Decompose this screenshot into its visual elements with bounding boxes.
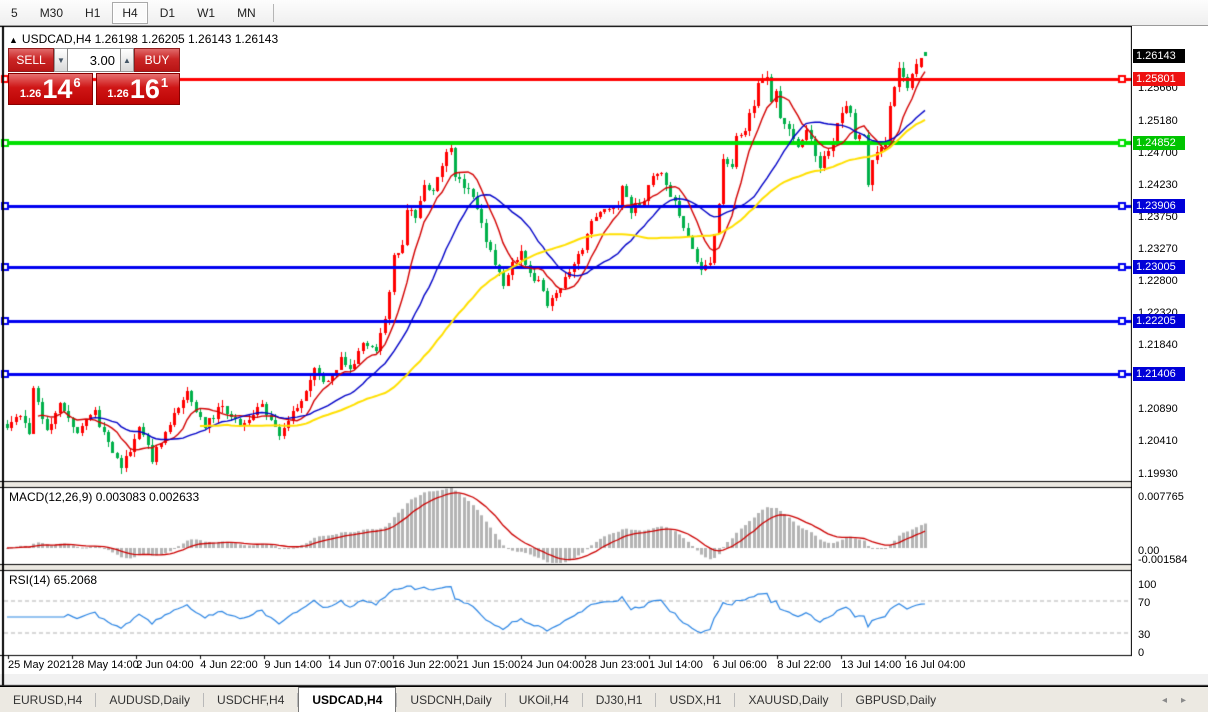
price-axis: 1.25660 1.25180 1.24700 1.24230 1.23750 1.232… [1132,26,1208,674]
timeframe-button-5[interactable]: 5 [11,5,18,20]
price-badge: 1.22205 [1133,313,1185,328]
chart-title: ▲ USDCAD,H4 1.26198 1.26205 1.26143 1.261… [9,32,278,46]
price-badge: 1.23906 [1133,199,1185,214]
tab-separator [841,693,843,707]
timeframe-toolbar: 5 M30 H1 H4 D1 W1 MN [0,0,1208,26]
time-tick-label: 28 May 14:00 [72,659,139,671]
chart-tabs-bar: EURUSD,H4 AUDUSD,Daily USDCHF,H4 USDCAD,H4 U… [0,686,1208,712]
timeframe-button-h4[interactable]: H4 [112,1,148,24]
timeframe-button-h1[interactable]: H1 [85,5,101,20]
price-tick-label: 1.20410 [1138,435,1178,448]
tab-separator [203,693,205,707]
time-tick-label: 24 Jun 04:00 [520,659,585,671]
volume-decrease-button[interactable]: ▼ [54,48,67,72]
tab-separator [504,693,506,707]
timeframe-button-w1[interactable]: W1 [197,5,216,20]
tab-separator [95,693,97,707]
bid-prefix: 1.26 [19,88,42,100]
time-tick-label: 14 Jun 07:00 [328,659,393,671]
buy-button[interactable]: BUY [134,48,180,72]
tab-separator [297,693,299,707]
ask-prefix: 1.26 [107,88,129,100]
timeframe-button-d1[interactable]: D1 [159,5,176,20]
tab-usdcad-h4[interactable]: USDCAD,H4 [298,687,397,712]
timeframe-button-m30[interactable]: M30 [39,5,64,20]
macd-axis-label: 0.007765 [1138,491,1184,503]
one-click-trading-panel: SELL ▼ ▲ BUY 1.26 14 6 1.26 16 1 [8,48,180,105]
price-badge: 1.26143 [1133,49,1185,64]
time-tick-label: 16 Jun 22:00 [392,659,457,671]
ask-big-digits: 16 [129,74,160,104]
rsi-axis-label: 30 [1138,629,1151,641]
volume-increase-button[interactable]: ▲ [121,48,134,72]
timeframe-button-mn[interactable]: MN [237,5,256,20]
time-tick-label: 8 Jul 22:00 [777,659,832,671]
rsi-axis-label: 70 [1138,597,1151,609]
tab-audusd-daily[interactable]: AUDUSD,Daily [109,693,191,707]
price-badge: 1.25801 [1133,72,1185,86]
price-tick-label: 1.23270 [1138,243,1178,256]
price-tick-label: 1.21840 [1138,339,1178,352]
time-tick-label: 13 Jul 14:00 [841,659,902,671]
price-badge: 1.24852 [1133,135,1185,150]
tab-scroll-arrows[interactable]: ◂▸ [1161,695,1200,706]
price-tick-label: 1.22800 [1138,274,1178,287]
price-tick-label: 1.19930 [1138,467,1178,480]
bid-pip-digit: 6 [73,75,81,90]
ask-price-panel[interactable]: 1.26 16 1 [95,73,180,105]
price-tick-label: 1.23750 [1138,210,1178,223]
tab-gbpusd-daily[interactable]: GBPUSD,Daily [855,693,937,707]
bid-price-panel[interactable]: 1.26 14 6 [8,73,93,105]
macd-label: MACD(12,26,9) 0.003083 0.002633 [9,490,200,504]
macd-axis-label: 0.00 [1138,545,1160,557]
tab-separator [581,693,583,707]
price-tick-label: 1.25180 [1138,114,1178,127]
price-tick-label: 1.20890 [1138,403,1178,416]
rsi-axis-label: 100 [1138,579,1157,591]
sell-button[interactable]: SELL [8,48,54,72]
bid-big-digits: 14 [42,74,73,104]
tab-usdchf-h4[interactable]: USDCHF,H4 [217,693,285,707]
macd-axis-label: -0.001584 [1138,554,1188,566]
collapse-trade-panel-icon[interactable]: ▲ [9,35,18,45]
time-tick-label: 16 Jul 04:00 [905,659,966,671]
rsi-label: RSI(14) 65.2068 [9,573,98,587]
price-tick-label: 1.24230 [1138,178,1178,191]
ask-pip-digit: 1 [160,75,169,90]
time-tick-label: 28 Jun 23:00 [584,659,649,671]
toolbar-separator [272,3,274,22]
tab-separator [655,693,657,707]
rsi-axis-label: 0 [1138,647,1145,659]
tab-eurusd-h4[interactable]: EURUSD,H4 [13,693,83,707]
tab-usdcnh-daily[interactable]: USDCNH,Daily [410,693,492,707]
tab-separator [734,693,736,707]
time-tick-label: 6 Jul 06:00 [713,659,767,671]
tab-ukoil-h4[interactable]: UKOil,H4 [518,693,569,707]
price-badge: 1.21406 [1133,367,1185,382]
chart-ohlc-title: USDCAD,H4 1.26198 1.26205 1.26143 1.2614… [21,32,279,46]
volume-input[interactable] [67,48,121,72]
price-badge: 1.23005 [1133,259,1185,274]
time-tick-label: 21 Jun 15:00 [456,659,521,671]
time-tick-label: 4 Jun 22:00 [200,659,258,671]
time-tick-label: 1 Jul 14:00 [649,659,703,671]
tab-xauusd-daily[interactable]: XAUUSD,Daily [748,693,829,707]
tab-usdx-h1[interactable]: USDX,H1 [669,693,722,707]
price-tick-label: 1.24700 [1138,147,1178,159]
tab-dj30-h1[interactable]: DJ30,H1 [595,693,643,707]
time-tick-label: 25 May 2021 [8,659,72,671]
tab-separator [396,693,398,707]
time-tick-label: 2 Jun 04:00 [136,659,194,671]
time-tick-label: 9 Jun 14:00 [264,659,322,671]
